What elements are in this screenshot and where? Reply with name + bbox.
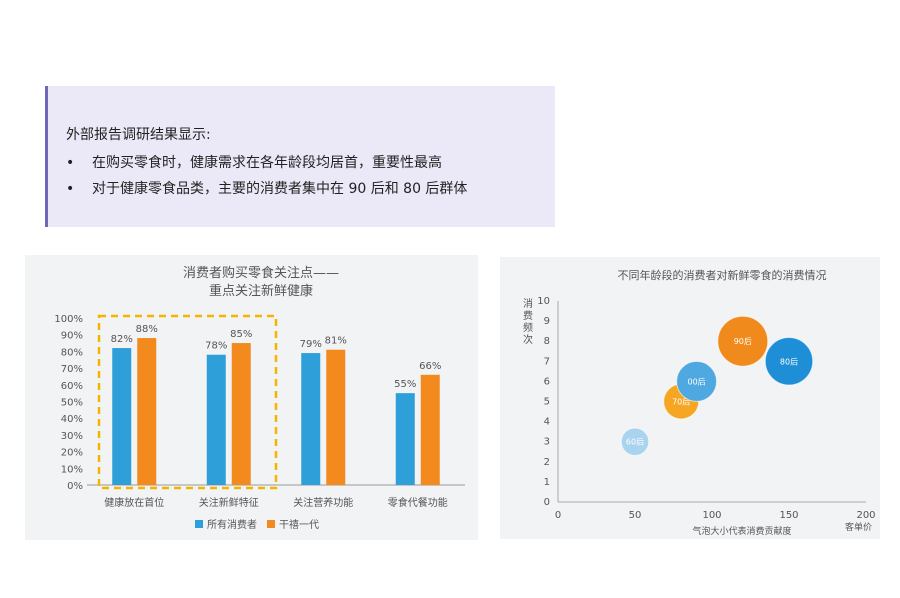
- y-tick-label: 2: [544, 457, 550, 468]
- y-tick-label: 3: [544, 437, 550, 448]
- bar: [206, 354, 226, 485]
- bubble-label: 70后: [672, 397, 690, 407]
- data-label: 78%: [205, 341, 227, 352]
- x-tick-label: 100: [702, 510, 721, 521]
- bar: [137, 338, 157, 485]
- bubble: [676, 360, 718, 402]
- y-tick-label: 100%: [54, 314, 83, 325]
- x-tick-label: 关注营养功能: [293, 496, 353, 509]
- bullet-text: 对于健康零食品类，主要的消费者集中在 90 后和 80 后群体: [92, 181, 468, 197]
- y-tick-label: 10: [537, 296, 550, 307]
- x-axis-label: 气泡大小代表消费贡献度: [692, 525, 791, 537]
- y-tick-label: 1: [544, 477, 550, 488]
- bar: [326, 349, 346, 485]
- chart-title-line1: 消费者购买零食关注点——: [183, 265, 339, 281]
- x-tick-label: 50: [629, 510, 642, 521]
- data-label: 85%: [230, 329, 252, 340]
- y-axis-label: 消费频次: [523, 297, 533, 346]
- data-label: 88%: [136, 324, 158, 335]
- bar: [301, 353, 321, 485]
- chart-title: 不同年龄段的消费者对新鲜零食的消费情况: [618, 268, 827, 282]
- bar-chart: 消费者购买零食关注点—— 重点关注新鲜健康 0% 10% 20% 30% 40% 50% 60%…: [54, 265, 465, 531]
- bubble-label: 80后: [780, 356, 798, 366]
- x-tick-label: 关注新鲜特征: [199, 496, 259, 509]
- bullet-dot: •: [66, 181, 75, 197]
- highlight-box: [97, 314, 278, 490]
- y-tick-label: 20%: [61, 448, 83, 459]
- bar-chart-panel: 消费者购买零食关注点—— 重点关注新鲜健康 0% 10% 20% 30% 40% 50% 60%…: [25, 255, 478, 540]
- y-tick-label: 80%: [61, 347, 83, 358]
- chart-title-line2: 重点关注新鲜健康: [209, 283, 313, 299]
- bullet-text: 在购买零食时，健康需求在各年龄段均居首，重要性最高: [92, 155, 442, 171]
- x-tick-label: 健康放在首位: [104, 496, 164, 509]
- y-tick-label: 10%: [61, 464, 83, 475]
- bubble: [717, 315, 769, 367]
- data-label: 81%: [325, 336, 347, 347]
- callout-bullet-1: • 在购买零食时，健康需求在各年龄段均居首，重要性最高: [66, 152, 442, 172]
- y-tick-label: 30%: [61, 431, 83, 442]
- x-tick-label: 0: [555, 510, 561, 521]
- legend-label: 干禧一代: [279, 518, 319, 531]
- bar: [112, 348, 132, 485]
- y-tick-label: 8: [544, 336, 550, 347]
- bubble: [620, 427, 650, 456]
- x-tick-label: 150: [779, 510, 798, 521]
- report-callout: 外部报告调研结果显示: • 在购买零食时，健康需求在各年龄段均居首，重要性最高 •…: [45, 86, 555, 227]
- bubble-label: 60后: [626, 437, 644, 447]
- y-tick-label: 7: [544, 356, 550, 367]
- bar: [231, 343, 251, 485]
- callout-bullet-2: • 对于健康零食品类，主要的消费者集中在 90 后和 80 后群体: [66, 178, 467, 198]
- bar: [395, 393, 415, 485]
- data-label: 82%: [111, 334, 133, 345]
- y-tick-label: 60%: [61, 381, 83, 392]
- y-tick-label: 0: [544, 497, 550, 508]
- data-label: 66%: [419, 361, 441, 372]
- bullet-dot: •: [66, 155, 75, 171]
- y-tick-label: 9: [544, 316, 550, 327]
- bar: [420, 374, 440, 485]
- y-tick-label: 40%: [61, 414, 83, 425]
- x-tick-label: 零食代餐功能: [388, 496, 448, 509]
- y-tick-label: 50%: [61, 398, 83, 409]
- y-tick-label: 70%: [61, 364, 83, 375]
- y-tick-label: 5: [544, 397, 550, 408]
- bubble: [764, 337, 814, 386]
- data-label: 79%: [300, 339, 322, 350]
- callout-heading: 外部报告调研结果显示:: [66, 127, 211, 143]
- x-axis-end-label: 客单价: [845, 521, 872, 533]
- legend-label: 所有消费者: [207, 518, 257, 531]
- y-tick-label: 4: [544, 417, 550, 428]
- x-tick-label: 200: [856, 510, 875, 521]
- data-label: 55%: [394, 379, 416, 390]
- y-tick-label: 6: [544, 376, 550, 387]
- legend-swatch: [267, 520, 275, 528]
- legend-swatch: [195, 520, 203, 528]
- y-tick-label: 90%: [61, 331, 83, 342]
- bubble-chart-panel: 不同年龄段的消费者对新鲜零食的消费情况 0 1 2 3 4 5 6 7 8 9 10 0 50 100 150…: [500, 257, 880, 539]
- bubble-label: 90后: [734, 336, 752, 346]
- bubble-label: 00后: [688, 376, 706, 386]
- y-tick-label: 0%: [67, 481, 83, 492]
